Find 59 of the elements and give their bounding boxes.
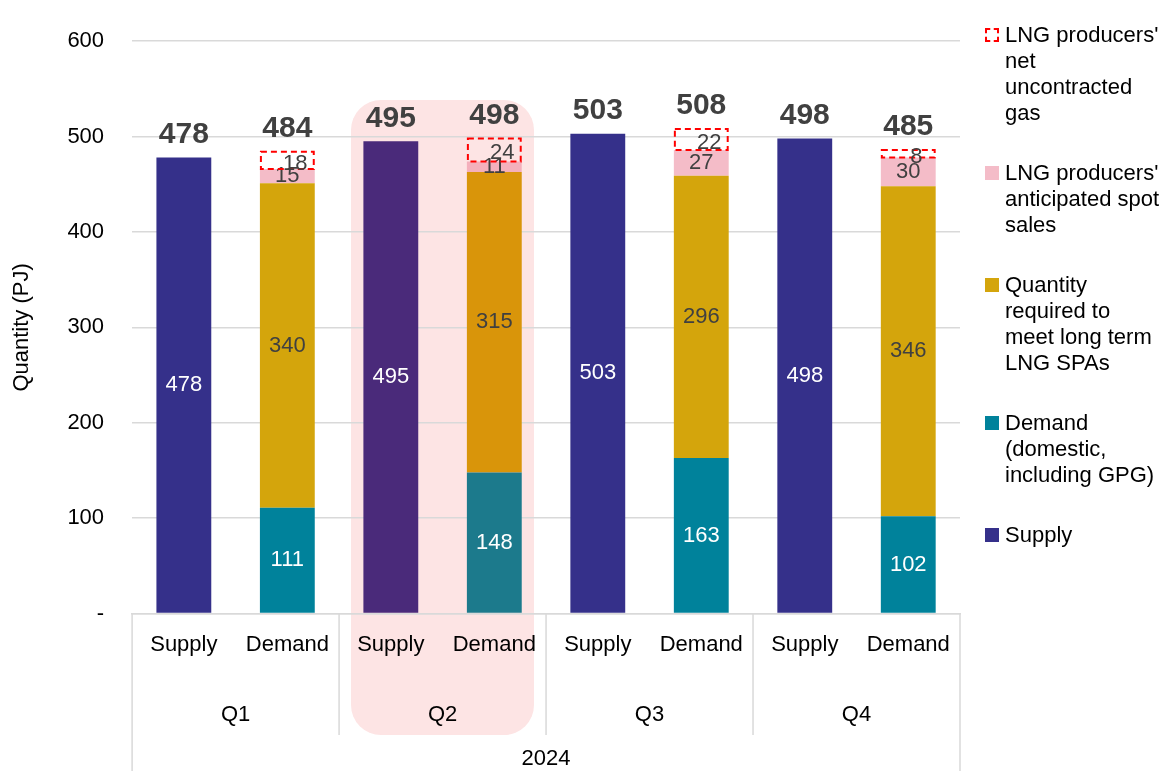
- y-axis-title: Quantity (PJ): [8, 263, 34, 392]
- legend-label: Demand (domestic, including GPG): [1005, 410, 1156, 488]
- x-tick-label: Supply: [564, 630, 632, 656]
- data-label: 111: [270, 546, 305, 572]
- x-tick-label: Demand: [245, 630, 329, 656]
- data-label: 503: [579, 359, 617, 385]
- bar: [363, 141, 419, 613]
- y-tick-label: 600: [67, 27, 105, 53]
- x-tick-label: Demand: [659, 630, 743, 656]
- x-tick-label: Demand: [452, 630, 536, 656]
- x-tick-label: Supply: [150, 630, 218, 656]
- bar: [466, 472, 522, 613]
- x-tick-label: Supply: [771, 630, 839, 656]
- bar: [673, 458, 729, 613]
- data-label: 495: [372, 363, 410, 389]
- bar: [673, 175, 729, 459]
- bar: [880, 186, 936, 517]
- data-label: 148: [475, 528, 513, 554]
- bar: [673, 127, 729, 151]
- x-tick-label: Supply: [357, 630, 425, 656]
- text: Q3: [634, 701, 665, 727]
- text: Q1: [220, 701, 251, 727]
- total-label: 508: [676, 87, 727, 121]
- y-tick-label: 200: [67, 408, 105, 434]
- total-label: 498: [469, 96, 520, 130]
- y-tick-label: 100: [67, 504, 105, 530]
- total-label: 503: [572, 92, 623, 125]
- y-tick-label: 400: [67, 218, 105, 244]
- y-tick-label: 500: [67, 122, 105, 148]
- data-label: 478: [165, 371, 203, 397]
- total-label: 498: [779, 96, 830, 130]
- bar: [570, 133, 626, 613]
- data-label: 498: [786, 361, 824, 387]
- bar: [156, 157, 212, 613]
- data-label: 315: [475, 308, 513, 334]
- bar: [777, 138, 833, 613]
- data-label: 340: [268, 331, 306, 357]
- legend-label: LNG producers' net uncontracted gas: [1005, 22, 1160, 126]
- bar: [259, 507, 315, 613]
- bar: [466, 171, 522, 473]
- text: Q2: [427, 701, 458, 727]
- bar: [880, 516, 936, 613]
- bar: [259, 183, 315, 508]
- x-tick-label: Demand: [866, 630, 950, 656]
- data-label: 296: [682, 302, 720, 328]
- data-label: 163: [682, 521, 720, 547]
- total-label: 484: [262, 110, 313, 144]
- total-label: 485: [883, 108, 934, 142]
- data-label: 102: [889, 550, 927, 576]
- legend-label: Quantity required to meet long term LNG SPAs: [1005, 272, 1153, 376]
- legend-label: Supply: [1005, 522, 1073, 548]
- total-label: 478: [158, 115, 209, 149]
- text: Q4: [841, 701, 872, 727]
- legend-label: LNG producers' anticipated spot sales: [1005, 160, 1161, 238]
- y-tick-label: -: [96, 599, 105, 625]
- data-label: 346: [889, 337, 927, 363]
- total-label: 495: [365, 99, 416, 133]
- text: 2024: [521, 745, 571, 771]
- y-tick-label: 300: [67, 313, 105, 339]
